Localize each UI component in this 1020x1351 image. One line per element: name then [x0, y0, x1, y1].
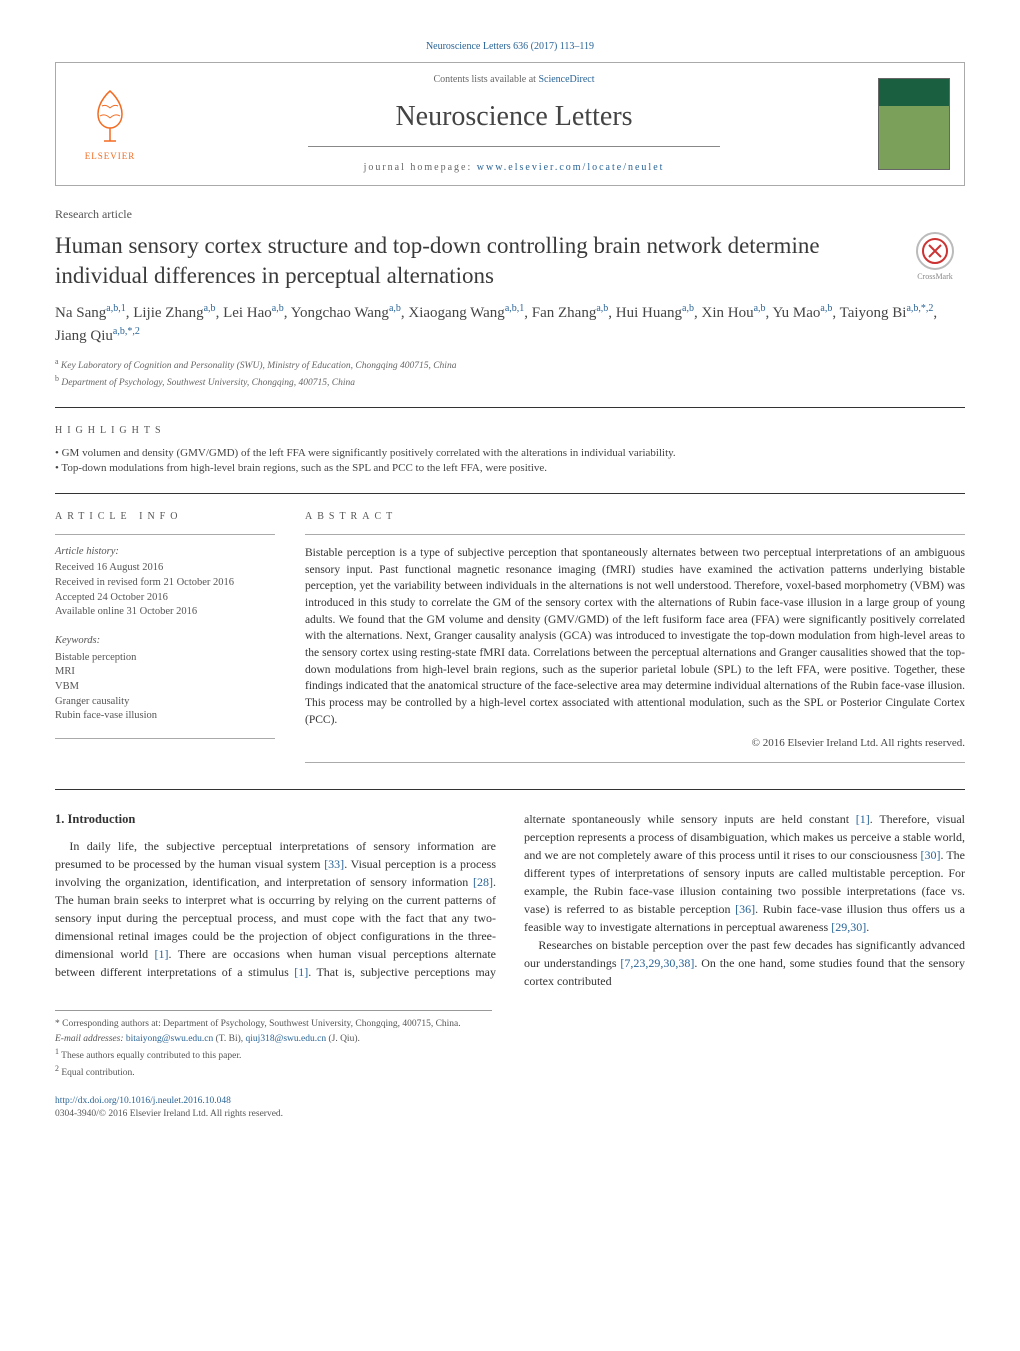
- ref-link[interactable]: [30]: [920, 848, 940, 862]
- sciencedirect-link[interactable]: ScienceDirect: [538, 74, 594, 85]
- journal-homepage: journal homepage: www.elsevier.com/locat…: [170, 161, 858, 175]
- affiliation-a: Key Laboratory of Cognition and Personal…: [61, 361, 457, 371]
- abstract-text: Bistable perception is a type of subject…: [305, 545, 965, 728]
- authors-line: Na Sanga,b,1, Lijie Zhanga,b, Lei Haoa,b…: [55, 301, 965, 348]
- highlight-item: Top-down modulations from high-level bra…: [55, 461, 965, 476]
- online-date: Available online 31 October 2016: [55, 605, 275, 620]
- article-info-heading: ARTICLE INFO: [55, 510, 275, 524]
- keyword: Granger causality: [55, 695, 275, 710]
- footnote-2: 2 Equal contribution.: [55, 1063, 492, 1080]
- elsevier-tree-icon: [80, 86, 140, 146]
- paper-title: Human sensory cortex structure and top-d…: [55, 231, 885, 291]
- ref-link[interactable]: [28]: [473, 875, 493, 889]
- keywords-label: Keywords:: [55, 634, 275, 649]
- publisher-name: ELSEVIER: [85, 150, 136, 163]
- ref-link[interactable]: [36]: [735, 902, 755, 916]
- highlights-heading: HIGHLIGHTS: [55, 424, 965, 438]
- footer-meta: http://dx.doi.org/10.1016/j.neulet.2016.…: [55, 1095, 965, 1122]
- affiliations: a Key Laboratory of Cognition and Person…: [55, 356, 965, 391]
- doi-link[interactable]: http://dx.doi.org/10.1016/j.neulet.2016.…: [55, 1096, 231, 1106]
- highlight-item: GM volumen and density (GMV/GMD) of the …: [55, 446, 965, 461]
- elsevier-logo: ELSEVIER: [70, 79, 150, 169]
- footnotes: * Corresponding authors at: Department o…: [55, 1010, 492, 1080]
- ref-link[interactable]: [1]: [294, 965, 308, 979]
- journal-name: Neuroscience Letters: [308, 97, 721, 147]
- article-type: Research article: [55, 206, 965, 223]
- ref-link[interactable]: [29,30]: [831, 920, 866, 934]
- ref-link[interactable]: [1]: [155, 947, 169, 961]
- crossmark-label: CrossMark: [917, 271, 953, 282]
- revised-date: Received in revised form 21 October 2016: [55, 576, 275, 591]
- ref-link[interactable]: [1]: [856, 812, 870, 826]
- ref-link[interactable]: [7,23,29,30,38]: [620, 956, 694, 970]
- journal-citation: Neuroscience Letters 636 (2017) 113–119: [55, 40, 965, 54]
- keyword: Bistable perception: [55, 651, 275, 666]
- abstract-copyright: © 2016 Elsevier Ireland Ltd. All rights …: [305, 736, 965, 752]
- email-addresses: E-mail addresses: bitaiyong@swu.edu.cn (…: [55, 1032, 492, 1046]
- journal-header: ELSEVIER Contents lists available at Sci…: [55, 62, 965, 186]
- corresponding-author: * Corresponding authors at: Department o…: [55, 1017, 492, 1031]
- email-link[interactable]: bitaiyong@swu.edu.cn: [126, 1034, 213, 1044]
- accepted-date: Accepted 24 October 2016: [55, 591, 275, 606]
- keyword: Rubin face-vase illusion: [55, 709, 275, 724]
- contents-prefix: Contents lists available at: [433, 74, 538, 85]
- intro-p3: Researches on bistable perception over t…: [524, 936, 965, 990]
- homepage-link[interactable]: www.elsevier.com/locate/neulet: [477, 162, 665, 173]
- homepage-prefix: journal homepage:: [364, 162, 477, 173]
- keyword: VBM: [55, 680, 275, 695]
- crossmark-icon: [915, 231, 955, 271]
- abstract-column: ABSTRACT Bistable perception is a type o…: [305, 510, 965, 774]
- highlights-list: GM volumen and density (GMV/GMD) of the …: [55, 446, 965, 477]
- affiliation-b: Department of Psychology, Southwest Univ…: [61, 379, 355, 389]
- keywords-list: Bistable perceptionMRIVBMGranger causali…: [55, 651, 275, 724]
- article-info-column: ARTICLE INFO Article history: Received 1…: [55, 510, 275, 774]
- journal-cover-thumb: [878, 78, 950, 170]
- issn-copyright: 0304-3940/© 2016 Elsevier Ireland Ltd. A…: [55, 1109, 283, 1119]
- received-date: Received 16 August 2016: [55, 561, 275, 576]
- contents-available: Contents lists available at ScienceDirec…: [170, 73, 858, 87]
- abstract-heading: ABSTRACT: [305, 510, 965, 525]
- email-who: (J. Qiu).: [326, 1034, 360, 1044]
- keyword: MRI: [55, 665, 275, 680]
- email-link[interactable]: qiuj318@swu.edu.cn: [246, 1034, 327, 1044]
- history-label: Article history:: [55, 545, 275, 560]
- body-columns: 1. Introduction In daily life, the subje…: [55, 810, 965, 990]
- intro-text: .: [866, 920, 869, 934]
- email-label: E-mail addresses:: [55, 1034, 126, 1044]
- highlights-section: HIGHLIGHTS GM volumen and density (GMV/G…: [55, 424, 965, 477]
- crossmark-badge[interactable]: CrossMark: [905, 231, 965, 291]
- footnote-1: 1 These authors equally contributed to t…: [55, 1046, 492, 1063]
- ref-link[interactable]: [33]: [324, 857, 344, 871]
- email-who: (T. Bi),: [213, 1034, 245, 1044]
- intro-heading: 1. Introduction: [55, 810, 496, 829]
